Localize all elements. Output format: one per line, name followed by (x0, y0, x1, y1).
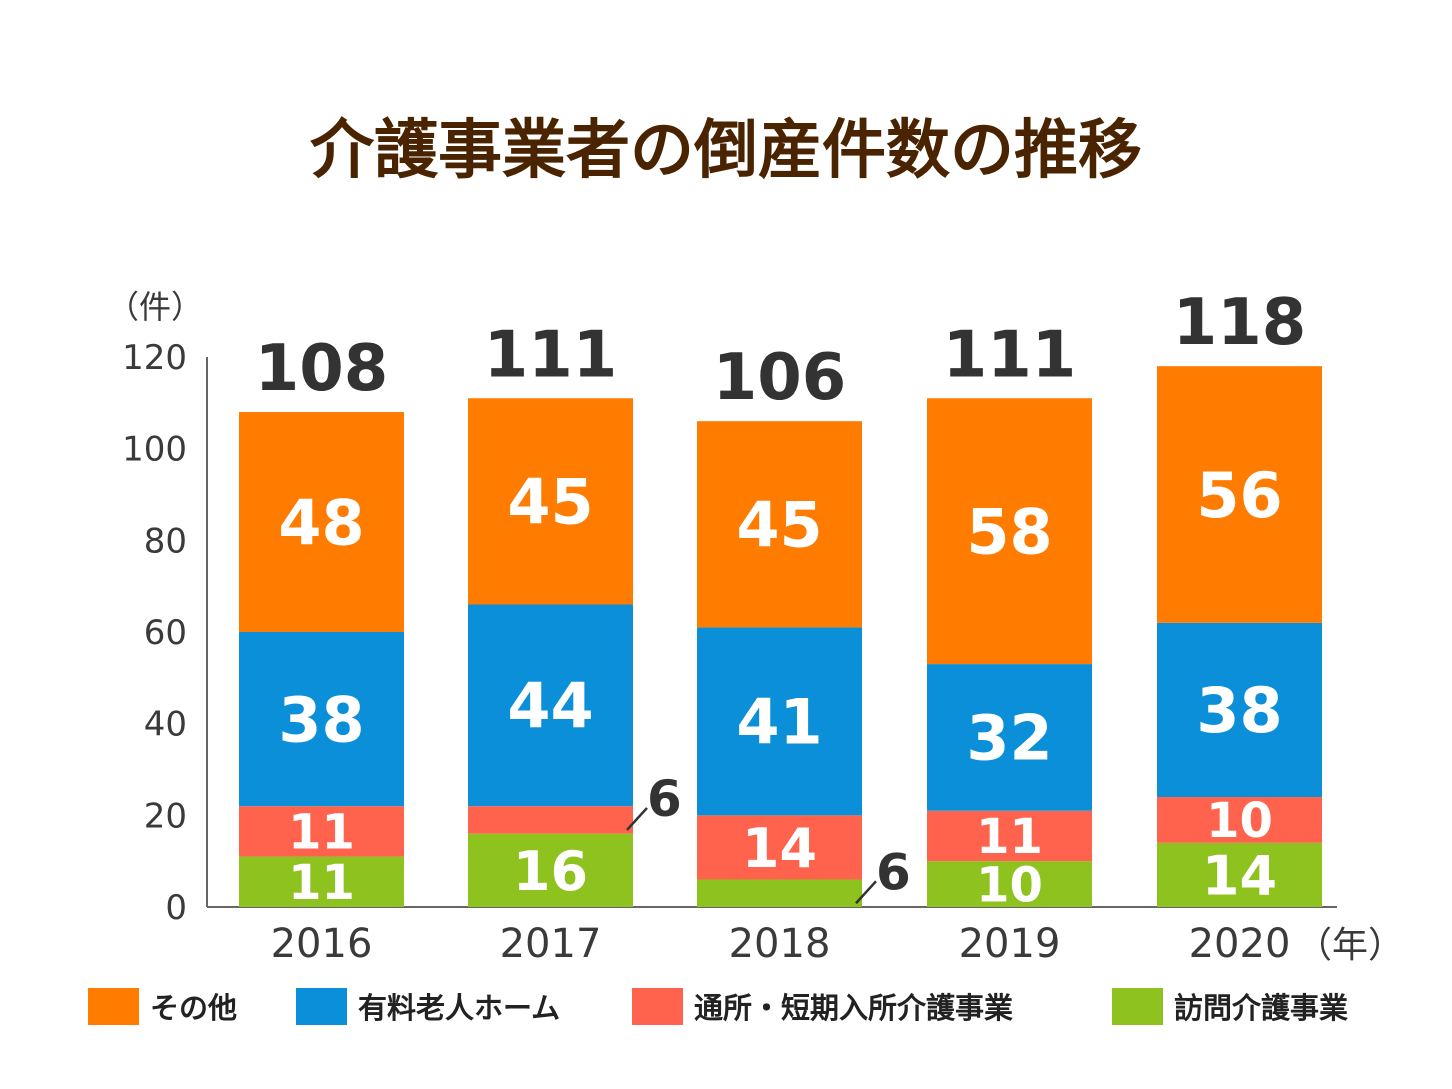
x-tick-label: 2017 (500, 921, 602, 967)
bar-value-label: 11 (288, 855, 355, 911)
legend-label: 訪問介護事業 (1174, 991, 1348, 1025)
bar-segment (239, 632, 404, 807)
bar-segment (1157, 622, 1322, 797)
bar-value-label: 45 (736, 489, 822, 562)
y-axis-label: （件） (107, 288, 203, 326)
bar-value-callout: 6 (876, 843, 911, 901)
bar-value-label: 45 (507, 466, 593, 539)
bar-segment (927, 664, 1092, 811)
bar-total-label: 108 (255, 332, 389, 406)
bar-segment (468, 604, 633, 807)
y-tick-label: 40 (144, 705, 187, 745)
bar-segment (239, 412, 404, 632)
bar-segment (697, 879, 862, 907)
bar-segment (927, 810, 1092, 862)
bar-segment (697, 421, 862, 628)
bar-segment (468, 398, 633, 605)
bar-segment (927, 398, 1092, 665)
callout-leader-line (855, 880, 877, 905)
y-tick-label: 80 (144, 521, 187, 561)
bar-value-label: 48 (278, 486, 364, 559)
legend-swatch (296, 988, 347, 1025)
bar-segment (697, 815, 862, 880)
bar-total-label: 111 (484, 318, 618, 392)
bars-layer: 1111384810816644451116144145106101132581… (239, 286, 1322, 913)
legend-swatch (632, 988, 683, 1025)
x-axis-ticks: 2016 2017 2018 2019 2020 (271, 921, 1291, 967)
legend-label: 通所・短期入所介護事業 (694, 991, 1013, 1025)
y-tick-label: 0 (165, 888, 187, 928)
bar-segment (927, 861, 1092, 907)
legend-label: その他 (150, 991, 237, 1025)
x-tick-label: 2018 (729, 921, 831, 967)
x-tick-label: 2016 (271, 921, 373, 967)
callout-leader-line (626, 807, 648, 831)
x-tick-label: 2020 (1189, 921, 1291, 967)
y-tick-label: 120 (122, 338, 187, 378)
bar-value-label: 38 (278, 683, 364, 756)
bar-value-label: 44 (507, 670, 593, 743)
bar-value-label: 58 (966, 495, 1052, 568)
bar-segment (239, 806, 404, 857)
x-tick-label: 2019 (959, 921, 1061, 967)
bar-value-label: 11 (288, 805, 355, 861)
bar-segment (1157, 797, 1322, 843)
y-tick-label: 20 (144, 796, 187, 836)
bar-total-label: 118 (1173, 286, 1307, 360)
bar-value-label: 38 (1196, 674, 1282, 747)
bar-segment (1157, 842, 1322, 907)
legend-swatch (88, 988, 139, 1025)
bar-segment (697, 627, 862, 816)
bar-segment (239, 856, 404, 907)
bar-segment (468, 806, 633, 834)
y-axis-ticks: 0 20 40 60 80 100 120 (122, 338, 187, 928)
bar-total-label: 111 (943, 318, 1077, 392)
bar-value-label: 56 (1196, 459, 1282, 532)
legend-label: 有料老人ホーム (358, 991, 560, 1025)
y-tick-label: 60 (144, 613, 187, 653)
chart-title: 介護事業者の倒産件数の推移 (310, 114, 1142, 188)
bar-segment (468, 833, 633, 907)
x-axis-label: （年） (1296, 925, 1404, 966)
bar-total-label: 106 (713, 341, 847, 415)
bar-value-label: 11 (976, 809, 1043, 865)
bar-value-label: 10 (1206, 793, 1273, 849)
legend-swatch (1112, 988, 1163, 1025)
bar-value-label: 14 (742, 817, 817, 880)
y-tick-label: 100 (122, 430, 187, 470)
bar-value-label: 14 (1202, 844, 1277, 907)
bar-segment (1157, 366, 1322, 623)
bar-value-callout: 6 (647, 770, 682, 828)
bar-value-label: 16 (513, 840, 588, 903)
legend: その他 有料老人ホーム 通所・短期入所介護事業 訪問介護事業 (88, 988, 1348, 1025)
bar-value-label: 41 (736, 686, 822, 759)
bar-value-label: 32 (966, 702, 1052, 775)
bar-value-label: 10 (976, 857, 1043, 913)
